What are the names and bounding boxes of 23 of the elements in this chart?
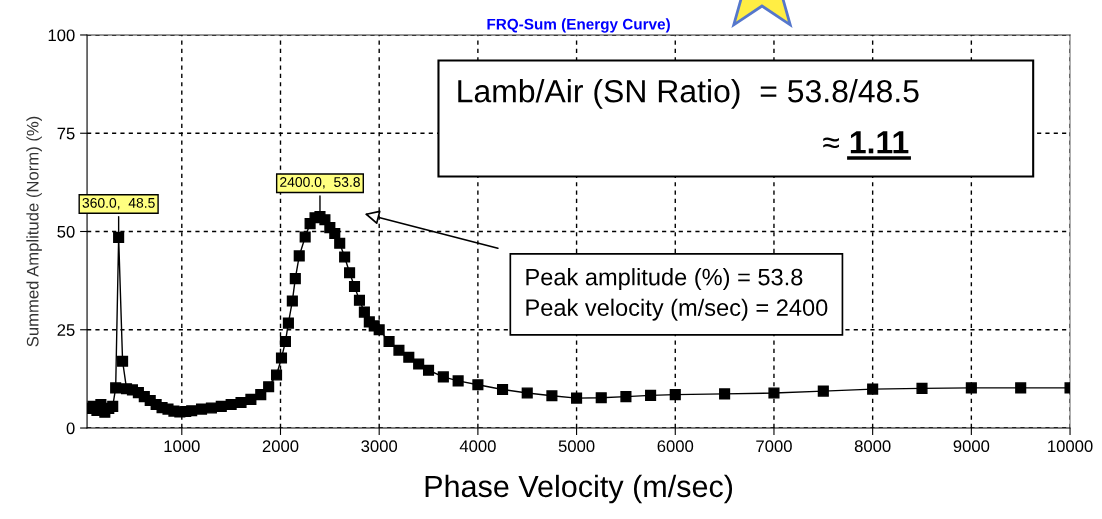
annotation: 360.0, 48.5 [82,197,155,210]
chart-title: FRQ-Sum (Energy Curve) [487,18,670,33]
x-tick-label: 2000 [262,440,299,453]
x-tick-label: 10000 [1048,440,1093,453]
x-tick-label: 1000 [164,440,200,453]
annotation: Lamb/Air (SN Ratio) = 53.8/48.5 [458,79,919,109]
x-tick-label: 6000 [657,440,694,453]
y-tick-label: 50 [57,225,75,238]
x-tick-label: 7000 [756,440,792,453]
annotation: ≈ 1.11 [823,131,909,154]
y-axis-title: Summed Amplitude (Norm) (%) [26,116,42,347]
y-tick-label: 100 [48,29,75,42]
y-tick-label: 25 [57,324,75,336]
annotation: 2400.0, 53.8 [280,177,360,189]
y-tick-label: 0 [66,422,75,435]
x-tick-label: 9000 [953,440,990,453]
annotation: Peak amplitude (%) = 53.8 Peak velocity (m/sec) = 2400 [526,268,828,321]
y-tick-label: 75 [57,127,75,140]
x-axis-title: Phase Velocity (m/sec) [425,474,733,504]
x-tick-label: 4000 [459,440,496,453]
x-tick-label: 8000 [854,440,891,453]
x-tick-label: 3000 [361,440,398,453]
x-tick-label: 5000 [558,440,595,453]
